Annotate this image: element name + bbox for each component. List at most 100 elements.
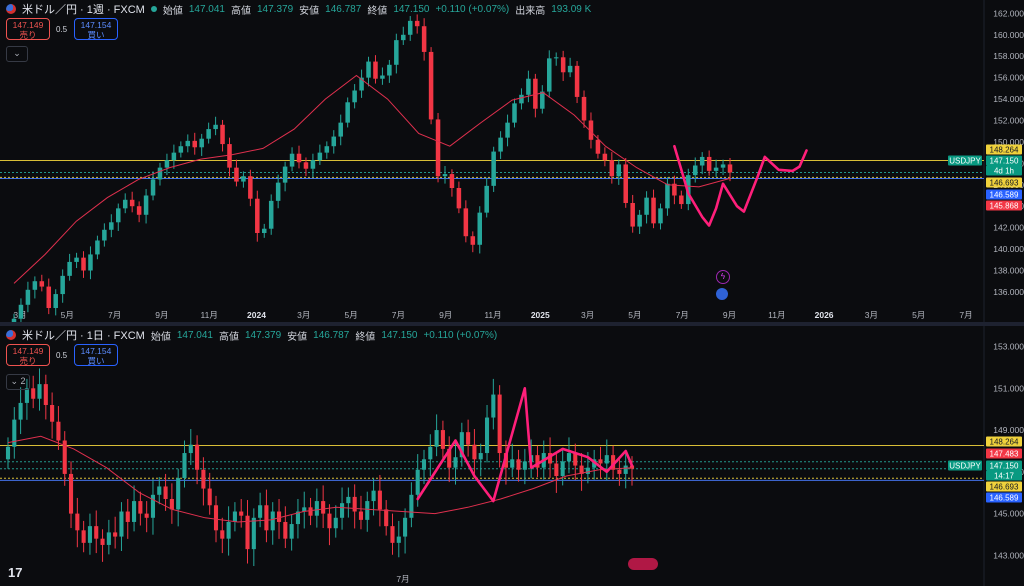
y-tick-label: 150.000 xyxy=(993,137,1024,147)
x-tick-label: 5月 xyxy=(912,310,925,320)
daily-chart-pane[interactable]: 143.000145.000147.000149.000151.000153.0… xyxy=(0,326,1024,586)
sell-button[interactable]: 147.149 売り xyxy=(6,18,50,40)
zigzag-pattern-drawing xyxy=(416,387,634,503)
candle-body xyxy=(188,444,193,454)
candle-body xyxy=(623,164,628,203)
daily-chart-canvas[interactable]: 143.000145.000147.000149.000151.000153.0… xyxy=(0,326,1024,586)
candle-body xyxy=(574,65,580,97)
candle-body xyxy=(157,486,162,495)
candle-body xyxy=(255,198,260,233)
buy-button[interactable]: 147.154 買い xyxy=(74,18,118,40)
candle-body xyxy=(125,511,130,522)
candle-body xyxy=(516,459,521,470)
candle-body xyxy=(68,473,74,514)
lightning-icon[interactable]: ϟ xyxy=(716,270,730,284)
candle-body xyxy=(25,289,31,305)
pane-divider[interactable] xyxy=(0,322,1024,326)
candle-body xyxy=(317,152,323,161)
candle-body xyxy=(384,509,389,527)
candle-body xyxy=(270,511,275,531)
x-tick-label: 3月 xyxy=(581,310,594,320)
candle-body xyxy=(629,465,635,469)
weekly-symbol[interactable]: 米ドル／円 · 1週 · FXCM xyxy=(22,4,145,16)
x-tick-label: 2025 xyxy=(531,310,550,320)
candle-body xyxy=(241,176,246,182)
candle-body xyxy=(366,61,371,78)
x-tick-label: 7月 xyxy=(108,310,121,320)
candle-body xyxy=(345,102,350,123)
candle-body xyxy=(396,536,401,543)
candle-body xyxy=(60,275,65,295)
candle-body xyxy=(327,513,332,529)
us-flag-event-icon[interactable] xyxy=(716,288,728,300)
x-tick-label: 9月 xyxy=(439,310,452,320)
open-key: 始値 xyxy=(150,331,171,343)
price-label: 146.589 xyxy=(990,494,1019,503)
low-value: 146.787 xyxy=(313,329,350,341)
candle-body xyxy=(268,200,274,229)
collapse-indicators-button[interactable]: ⌄ xyxy=(6,46,28,62)
x-tick-label: 5月 xyxy=(61,310,74,320)
candle-body xyxy=(129,199,135,207)
price-label: USDJPY xyxy=(949,462,981,471)
y-tick-label: 160.000 xyxy=(993,30,1024,40)
price-label-box xyxy=(986,470,1022,481)
price-label-box xyxy=(986,200,1022,211)
x-tick-label: 7月 xyxy=(392,310,405,320)
change-value: +0.110 (+0.07%) xyxy=(423,329,498,341)
daily-symbol[interactable]: 米ドル／円 · 1日 · FXCM xyxy=(22,330,145,342)
candle-body xyxy=(414,20,420,27)
moving-average-line xyxy=(7,435,633,523)
y-tick-label: 149.000 xyxy=(993,425,1024,435)
candle-body xyxy=(358,511,364,520)
candle-body xyxy=(340,503,345,518)
candle-body xyxy=(352,496,357,512)
candle-body xyxy=(12,419,17,447)
candle-body xyxy=(32,281,38,290)
candle-body xyxy=(74,257,79,262)
candle-body xyxy=(5,446,11,460)
x-tick-label: 11月 xyxy=(484,310,501,320)
candle-body xyxy=(308,507,313,516)
candle-body xyxy=(178,146,184,153)
candle-body xyxy=(672,183,677,196)
x-tick-label: 3月 xyxy=(297,310,310,320)
candle-body xyxy=(245,515,250,550)
x-tick-label: 9月 xyxy=(155,310,168,320)
collapse-indicators-button[interactable]: ⌄ 2 xyxy=(6,374,30,390)
weekly-chart-pane[interactable]: 136.000138.000140.000142.000144.000146.0… xyxy=(0,0,1024,322)
candle-body xyxy=(421,459,427,470)
candle-body xyxy=(46,286,52,308)
candle-body xyxy=(50,405,55,422)
candle-body xyxy=(102,229,107,241)
price-label: 148.264 xyxy=(990,438,1019,447)
x-tick-label: 2026 xyxy=(815,310,834,320)
candle-body xyxy=(403,517,408,537)
candle-body xyxy=(447,448,452,468)
candle-body xyxy=(119,511,124,537)
event-markers-icon[interactable] xyxy=(628,558,658,570)
price-label-box xyxy=(986,144,1022,155)
candle-body xyxy=(258,505,263,518)
daily-legend: 米ドル／円 · 1日 · FXCM 始値 147.041 高値 147.379 安値… xyxy=(6,328,498,343)
y-tick-label: 143.000 xyxy=(993,550,1024,560)
candle-body xyxy=(53,294,58,308)
sell-button[interactable]: 147.149 売り xyxy=(6,344,50,366)
candle-body xyxy=(498,137,503,152)
candle-body xyxy=(144,513,149,518)
buy-button[interactable]: 147.154 買い xyxy=(74,344,118,366)
candle-body xyxy=(251,517,256,550)
price-label-box xyxy=(986,448,1022,459)
candle-body xyxy=(380,75,385,79)
x-tick-label: 2024 xyxy=(247,310,266,320)
usdjpy-flag-icon xyxy=(6,330,16,340)
candle-body xyxy=(665,183,670,209)
low-key: 安値 xyxy=(287,331,308,343)
y-tick-label: 156.000 xyxy=(993,73,1024,83)
weekly-chart-canvas[interactable]: 136.000138.000140.000142.000144.000146.0… xyxy=(0,0,1024,322)
candle-body xyxy=(206,129,211,139)
candle-body xyxy=(143,195,149,215)
tradingview-logo[interactable]: 17 xyxy=(8,565,23,580)
candle-body xyxy=(56,421,61,441)
candle-body xyxy=(213,505,219,531)
